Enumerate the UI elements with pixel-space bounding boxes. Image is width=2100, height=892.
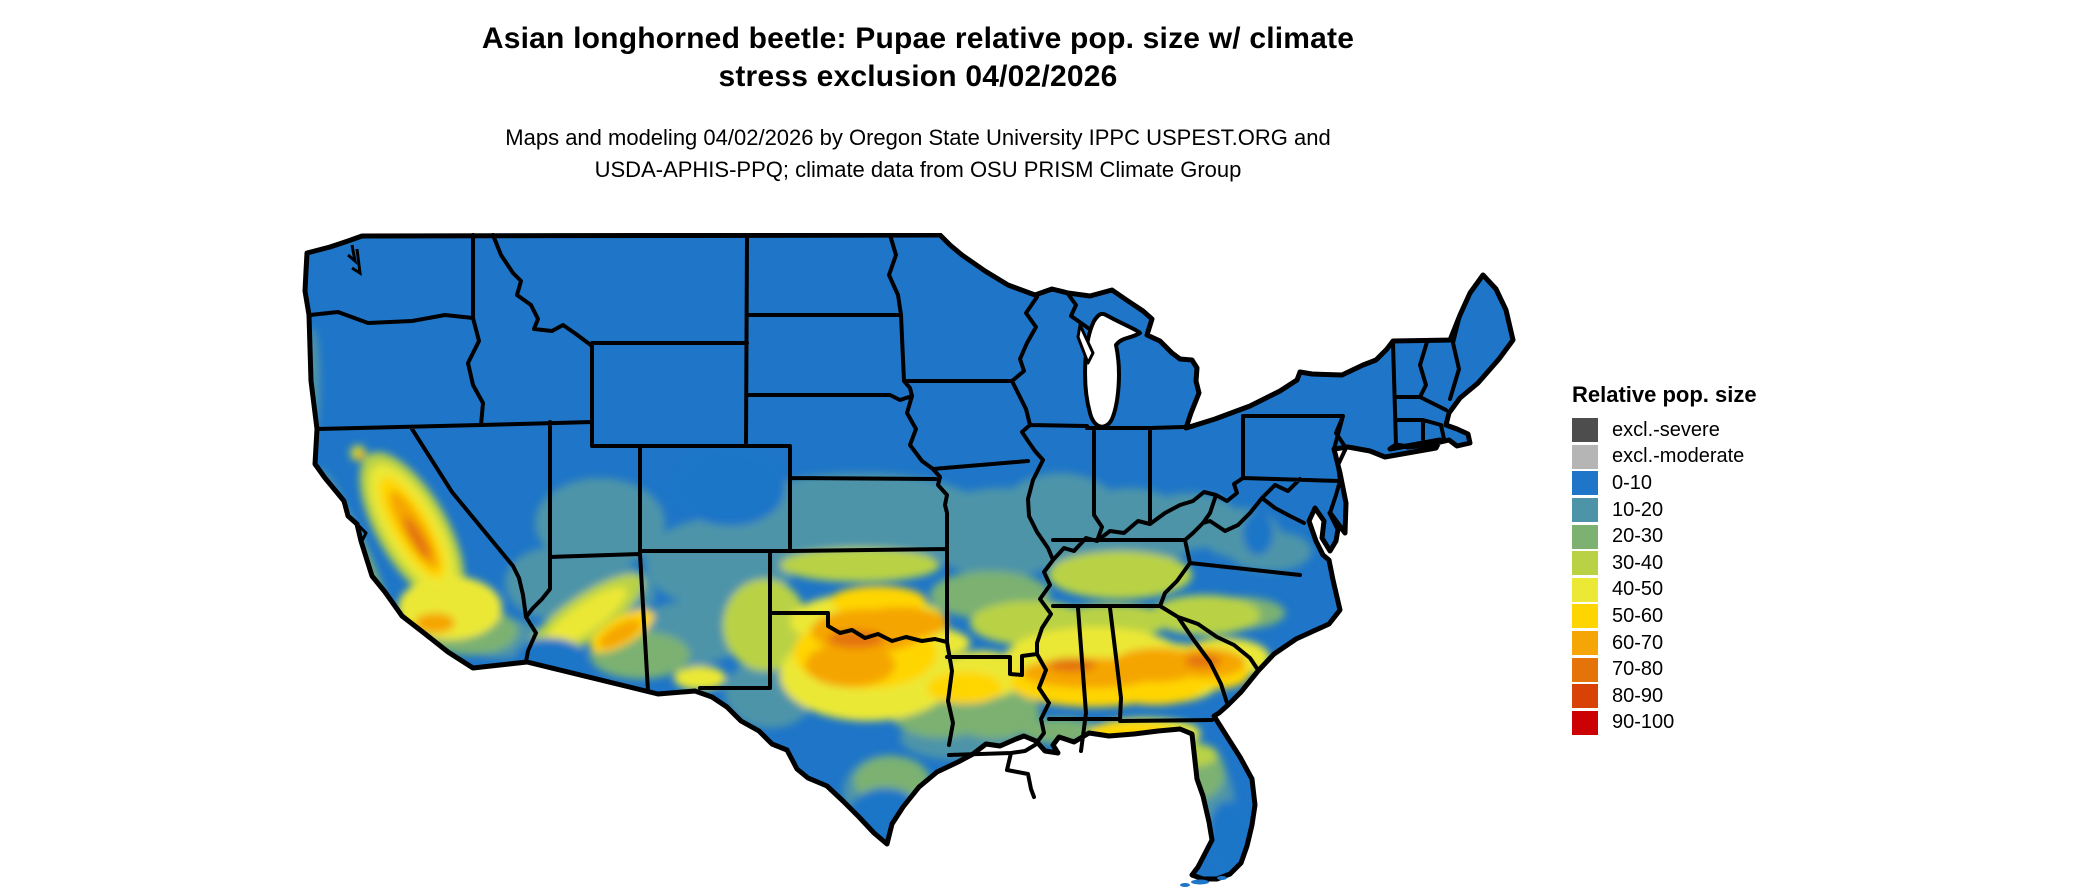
puget-sound-icon: [347, 244, 362, 276]
legend-item-30-40: 30-40: [1572, 550, 1832, 577]
legend-item-excl-moderate: excl.-moderate: [1572, 444, 1832, 471]
title-line-1: Asian longhorned beetle: Pupae relative …: [481, 22, 1355, 55]
legend-item-80-90: 80-90: [1572, 683, 1832, 710]
san-francisco-bay-icon: [356, 523, 368, 542]
legend-swatch-80-90: [1572, 684, 1598, 709]
legend-label-60-70: 60-70: [1612, 631, 1664, 654]
legend-swatch-excl-severe: [1572, 418, 1598, 443]
subtitle-line-1: Maps and modeling 04/02/2026 by Oregon S…: [505, 125, 1331, 150]
subtitle: Maps and modeling 04/02/2026 by Oregon S…: [0, 122, 1836, 186]
legend-label-10-20: 10-20: [1612, 498, 1664, 521]
legend-swatch-0-10: [1572, 471, 1598, 496]
legend-swatch-excl-moderate: [1572, 444, 1598, 469]
raster-class-0-10-overlays: [515, 450, 1273, 873]
legend-label-20-30: 20-30: [1612, 525, 1664, 548]
legend-swatch-90-100: [1572, 710, 1598, 735]
legend-item-50-60: 50-60: [1572, 603, 1832, 630]
legend-item-70-80: 70-80: [1572, 656, 1832, 683]
legend-title: Relative pop. size: [1572, 382, 1757, 407]
legend-label-40-50: 40-50: [1612, 578, 1664, 601]
legend-swatch-40-50: [1572, 577, 1598, 602]
legend-swatch-70-80: [1572, 657, 1598, 682]
legend-items: excl.-severe excl.-moderate 0-10 10-20 20-30…: [1572, 417, 1832, 736]
legend-label-80-90: 80-90: [1612, 684, 1664, 707]
state-borders: [308, 233, 1462, 799]
legend-item-10-20: 10-20: [1572, 497, 1832, 524]
great-lakes: [1076, 311, 1142, 429]
us-risk-map: [300, 233, 1535, 888]
legend-swatch-50-60: [1572, 604, 1598, 629]
legend-label-70-80: 70-80: [1612, 658, 1664, 681]
florida-keys: [1180, 876, 1227, 887]
title-line-2: stress exclusion 04/02/2026: [718, 60, 1118, 93]
legend-item-60-70: 60-70: [1572, 630, 1832, 657]
legend-label-excl-severe: excl.-severe: [1612, 418, 1720, 441]
page-title: Asian longhorned beetle: Pupae relative …: [0, 20, 1836, 96]
legend: Relative pop. size excl.-severe excl.-mod…: [1572, 382, 1832, 736]
legend-label-30-40: 30-40: [1612, 551, 1664, 574]
legend-label-50-60: 50-60: [1612, 604, 1664, 627]
legend-label-excl-moderate: excl.-moderate: [1612, 445, 1745, 468]
subtitle-line-2: USDA-APHIS-PPQ; climate data from OSU PR…: [594, 157, 1242, 182]
legend-swatch-20-30: [1572, 524, 1598, 549]
legend-item-40-50: 40-50: [1572, 577, 1832, 604]
legend-item-20-30: 20-30: [1572, 523, 1832, 550]
us-map-svg: [300, 233, 1535, 887]
legend-label-90-100: 90-100: [1612, 711, 1675, 734]
legend-label-0-10: 0-10: [1612, 471, 1653, 494]
legend-swatch-10-20: [1572, 498, 1598, 523]
green-bay: [1076, 323, 1095, 365]
legend-swatch-30-40: [1572, 551, 1598, 576]
legend-item-0-10: 0-10: [1572, 470, 1832, 497]
legend-item-90-100: 90-100: [1572, 710, 1832, 737]
lake-michigan: [1083, 311, 1142, 429]
legend-item-excl-severe: excl.-severe: [1572, 417, 1832, 444]
legend-swatch-60-70: [1572, 631, 1598, 656]
